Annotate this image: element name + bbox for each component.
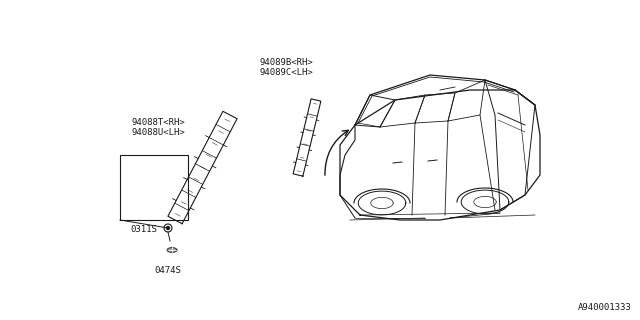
Circle shape <box>166 227 170 229</box>
Text: 94088T<RH>: 94088T<RH> <box>132 118 186 127</box>
Text: 94089B<RH>: 94089B<RH> <box>260 58 314 67</box>
Text: 94089C<LH>: 94089C<LH> <box>260 68 314 77</box>
Text: 0474S: 0474S <box>154 266 181 275</box>
Text: 0311S: 0311S <box>130 226 157 235</box>
Polygon shape <box>168 248 176 252</box>
Text: A940001333: A940001333 <box>579 303 632 312</box>
Text: 94088U<LH>: 94088U<LH> <box>132 128 186 137</box>
Bar <box>120 155 188 220</box>
